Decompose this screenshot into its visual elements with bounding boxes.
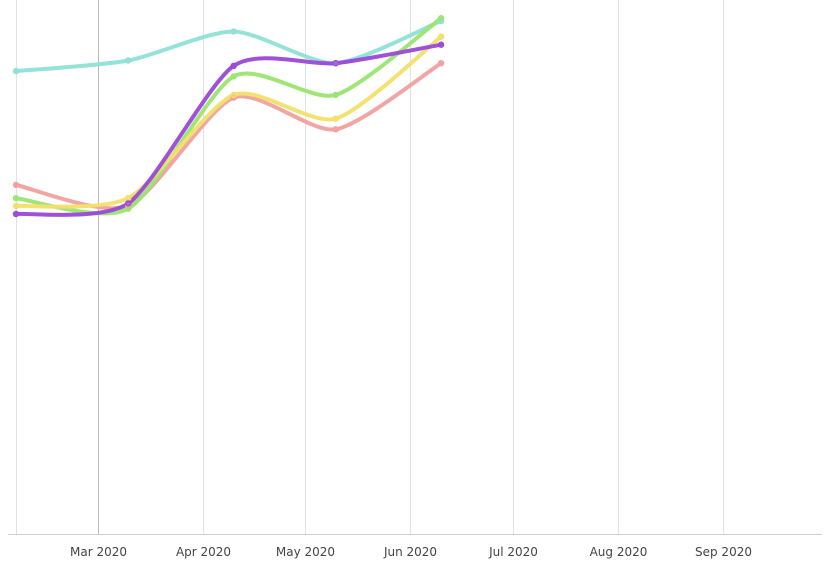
series-1-point-2[interactable]: [124, 57, 132, 64]
series-5-point-2[interactable]: [124, 200, 132, 207]
series-5-point-1[interactable]: [12, 210, 20, 218]
series-5-point-4[interactable]: [332, 60, 339, 67]
x-tick-label: Apr 2020: [176, 545, 231, 559]
series-2-point-4[interactable]: [332, 126, 339, 133]
series-4-point-3[interactable]: [230, 91, 237, 99]
series-3-point-3[interactable]: [230, 73, 237, 80]
x-tick-label: May 2020: [276, 545, 335, 559]
x-tick-label: Mar 2020: [70, 545, 127, 559]
x-tick-labels: Mar 2020 Apr 2020 May 2020 Jun 2020 Jul 2020…: [70, 545, 752, 559]
series-4-point-4[interactable]: [332, 115, 339, 122]
series-3-point-4[interactable]: [332, 91, 339, 99]
series-3-point-2[interactable]: [124, 205, 132, 212]
series-lines: [14, 16, 444, 217]
series-3-point-5[interactable]: [437, 15, 445, 22]
series-line-4: [14, 34, 444, 209]
series-5-point-3[interactable]: [230, 62, 237, 70]
axes: [8, 0, 822, 535]
series-line-1: [14, 18, 444, 74]
series-4-point-5[interactable]: [437, 33, 445, 40]
x-tick-label: Aug 2020: [590, 545, 648, 559]
x-tick-label: Jul 2020: [488, 545, 538, 559]
series-line-3: [14, 16, 444, 216]
series-points: [12, 15, 445, 218]
series-4-point-2[interactable]: [124, 194, 132, 202]
vertical-grid: [98, 0, 724, 534]
series-line-2: [14, 61, 444, 211]
x-tick-label: Sep 2020: [695, 545, 752, 559]
series-2-point-1[interactable]: [12, 181, 20, 189]
series-3-point-1[interactable]: [12, 194, 20, 202]
series-2-point-5[interactable]: [437, 60, 445, 67]
series-5-point-5[interactable]: [437, 41, 445, 48]
series-1-point-1[interactable]: [12, 67, 20, 75]
series-line-5: [14, 42, 444, 217]
x-tick-label: Jun 2020: [383, 545, 437, 559]
series-4-point-1[interactable]: [12, 202, 20, 210]
series-1-point-3[interactable]: [230, 28, 237, 35]
